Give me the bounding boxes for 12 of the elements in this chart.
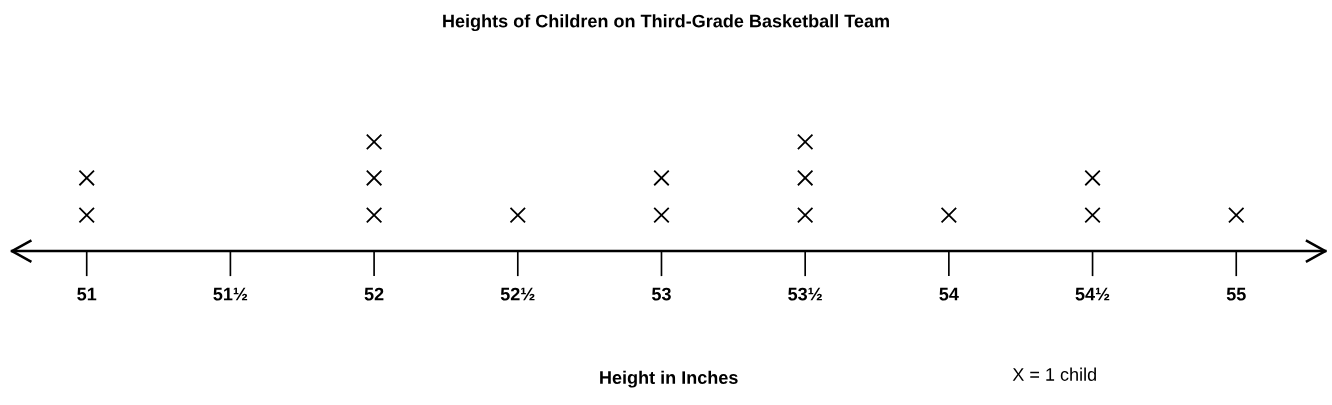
- x-tick-label: 54½: [1075, 287, 1110, 301]
- x-tick-label: 52: [364, 287, 384, 301]
- x-tick-label: 51: [77, 287, 97, 301]
- x-axis-title: Height in Inches: [600, 370, 738, 388]
- x-tick-label: 53½: [788, 287, 822, 301]
- x-tick-label: 53: [651, 287, 671, 301]
- x-tick-label: 55: [1226, 287, 1246, 301]
- x-tick-label: 54: [939, 287, 959, 301]
- chart-title: Heights of Children on Third-Grade Basketball Team: [443, 14, 889, 32]
- x-tick-label: 51½: [213, 287, 248, 301]
- text: X = 1 child: [1012, 367, 1096, 381]
- x-tick-label: 52½: [500, 287, 535, 301]
